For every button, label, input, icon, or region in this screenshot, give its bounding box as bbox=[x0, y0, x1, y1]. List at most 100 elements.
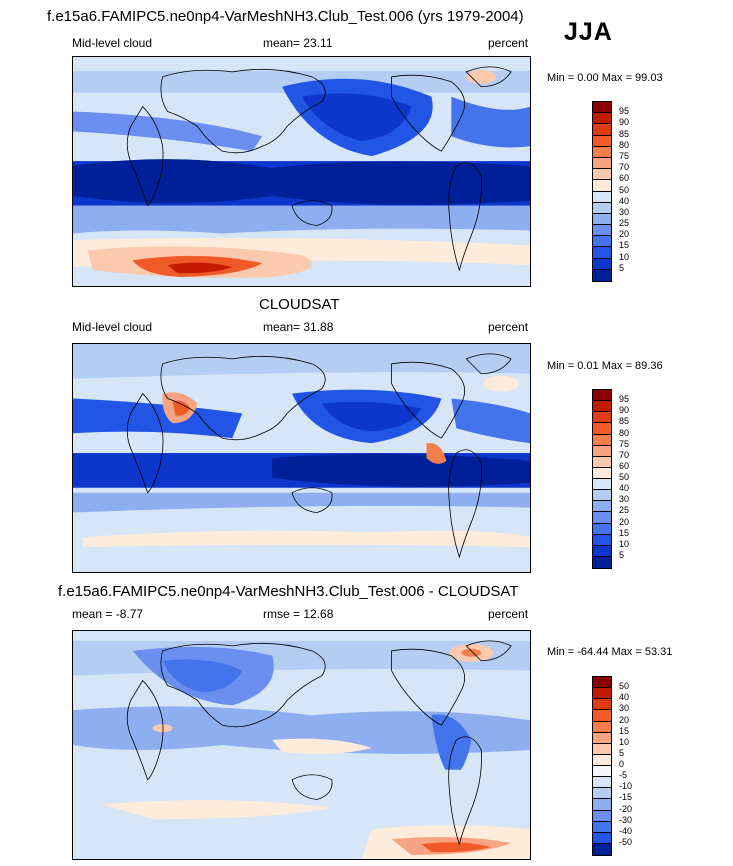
top-mean-label: mean= 23.11 bbox=[263, 36, 333, 50]
colorbar-swatch bbox=[593, 821, 611, 833]
colorbar-tick-label: 30 bbox=[619, 494, 630, 505]
bottom-minmax-label: Min = -64.44 Max = 53.31 bbox=[547, 646, 673, 658]
colorbar-swatch bbox=[593, 401, 611, 413]
colorbar-tick-label: 30 bbox=[619, 206, 630, 217]
colorbar-tick-label: 50 bbox=[619, 681, 630, 692]
colorbar-tick-label: 95 bbox=[619, 106, 630, 117]
colorbar-tick-label: 25 bbox=[619, 218, 630, 229]
colorbar-swatch bbox=[593, 556, 611, 568]
colorbar-swatch bbox=[593, 445, 611, 457]
bottom-units-label: percent bbox=[488, 607, 529, 621]
colorbar-swatch bbox=[593, 124, 611, 136]
colorbar-tick-label: 5 bbox=[619, 549, 625, 560]
middle-variable-label: Mid-level cloud bbox=[72, 320, 153, 334]
colorbar-swatch bbox=[593, 534, 611, 546]
colorbar-swatch bbox=[593, 202, 611, 214]
colorbar-tick-label: 0 bbox=[619, 759, 625, 769]
colorbar-tick-label: 40 bbox=[619, 692, 630, 703]
colorbar-tick-label: 70 bbox=[619, 449, 630, 460]
colorbar-swatch bbox=[593, 191, 611, 203]
colorbar-tick-label: -30 bbox=[619, 814, 633, 825]
colorbar-swatch bbox=[593, 434, 611, 446]
top-colorbar bbox=[592, 101, 612, 282]
colorbar-swatch bbox=[593, 102, 611, 114]
colorbar-tick-label: 20 bbox=[619, 229, 630, 240]
bottom-colorbar bbox=[592, 676, 612, 856]
colorbar-tick-label: 15 bbox=[619, 725, 630, 736]
colorbar-tick-label: -15 bbox=[619, 792, 633, 803]
middle-colorbar bbox=[592, 389, 612, 569]
colorbar-tick-label: 85 bbox=[619, 416, 630, 427]
colorbar-tick-label: 75 bbox=[619, 438, 630, 449]
colorbar-tick-label: 50 bbox=[619, 472, 630, 482]
colorbar-tick-label: 90 bbox=[619, 405, 630, 416]
colorbar-tick-label: 60 bbox=[619, 460, 630, 471]
colorbar-tick-label: 40 bbox=[619, 483, 630, 494]
colorbar-tick-label: 5 bbox=[619, 747, 625, 758]
colorbar-swatch bbox=[593, 479, 611, 491]
colorbar-swatch bbox=[593, 258, 611, 270]
colorbar-swatch bbox=[593, 688, 611, 700]
middle-minmax-label: Min = 0.01 Max = 89.36 bbox=[547, 360, 663, 372]
colorbar-tick-label: -20 bbox=[619, 803, 633, 814]
colorbar-swatch bbox=[593, 146, 611, 158]
colorbar-swatch bbox=[593, 135, 611, 147]
colorbar-swatch bbox=[593, 512, 611, 524]
colorbar-swatch bbox=[593, 799, 611, 811]
colorbar-swatch bbox=[593, 423, 611, 435]
colorbar-tick-label: 25 bbox=[619, 505, 630, 516]
colorbar-swatch bbox=[593, 754, 611, 766]
colorbar-swatch bbox=[593, 236, 611, 248]
colorbar-tick-label: 50 bbox=[619, 184, 630, 195]
top-map-svg bbox=[73, 57, 530, 286]
top-model-map bbox=[72, 56, 531, 287]
colorbar-tick-label: 40 bbox=[619, 195, 630, 206]
middle-mean-label: mean= 31.88 bbox=[263, 320, 334, 334]
colorbar-swatch bbox=[593, 456, 611, 468]
middle-panel-title: CLOUDSAT bbox=[259, 296, 340, 313]
colorbar-swatch bbox=[593, 490, 611, 502]
colorbar-swatch bbox=[593, 501, 611, 513]
colorbar-swatch bbox=[593, 832, 611, 844]
colorbar-swatch bbox=[593, 677, 611, 689]
colorbar-swatch bbox=[593, 766, 611, 778]
colorbar-swatch bbox=[593, 545, 611, 557]
colorbar-tick-label: 5 bbox=[619, 262, 625, 273]
colorbar-swatch bbox=[593, 721, 611, 733]
bottom-mean-label: mean = -8.77 bbox=[72, 607, 144, 621]
colorbar-tick-label: 85 bbox=[619, 128, 630, 139]
colorbar-tick-label: 10 bbox=[619, 251, 630, 262]
colorbar-tick-label: -50 bbox=[619, 836, 633, 847]
colorbar-swatch bbox=[593, 412, 611, 424]
bottom-panel-title: f.e15a6.FAMIPC5.ne0np4-VarMeshNH3.Club_T… bbox=[58, 583, 519, 600]
middle-map-svg bbox=[73, 344, 530, 572]
colorbar-swatch bbox=[593, 269, 611, 281]
colorbar-tick-label: 95 bbox=[619, 394, 630, 405]
colorbar-swatch bbox=[593, 710, 611, 722]
colorbar-swatch bbox=[593, 467, 611, 479]
colorbar-tick-label: 15 bbox=[619, 527, 630, 538]
bottom-map-svg bbox=[73, 631, 530, 859]
colorbar-tick-label: 70 bbox=[619, 162, 630, 173]
colorbar-swatch bbox=[593, 743, 611, 755]
colorbar-swatch bbox=[593, 157, 611, 170]
top-units-label: percent bbox=[488, 36, 529, 50]
season-label: JJA bbox=[564, 18, 613, 46]
colorbar-tick-label: -10 bbox=[619, 781, 633, 792]
colorbar-swatch bbox=[593, 788, 611, 800]
middle-cloudsat-map bbox=[72, 343, 531, 573]
colorbar-tick-label: 10 bbox=[619, 736, 630, 747]
colorbar-swatch bbox=[593, 113, 611, 125]
colorbar-swatch bbox=[593, 213, 611, 226]
top-panel-title: f.e15a6.FAMIPC5.ne0np4-VarMeshNH3.Club_T… bbox=[47, 8, 524, 25]
colorbar-swatch bbox=[593, 225, 611, 237]
top-variable-label: Mid-level cloud bbox=[72, 36, 153, 50]
colorbar-tick-label: 75 bbox=[619, 150, 630, 161]
bottom-rmse-label: rmse = 12.68 bbox=[263, 607, 334, 621]
colorbar-tick-label: 90 bbox=[619, 117, 630, 128]
colorbar-swatch bbox=[593, 843, 611, 855]
bottom-difference-map bbox=[72, 630, 531, 860]
colorbar-tick-label: 80 bbox=[619, 427, 630, 438]
colorbar-tick-label: 10 bbox=[619, 538, 630, 549]
colorbar-tick-label: 30 bbox=[619, 703, 630, 714]
